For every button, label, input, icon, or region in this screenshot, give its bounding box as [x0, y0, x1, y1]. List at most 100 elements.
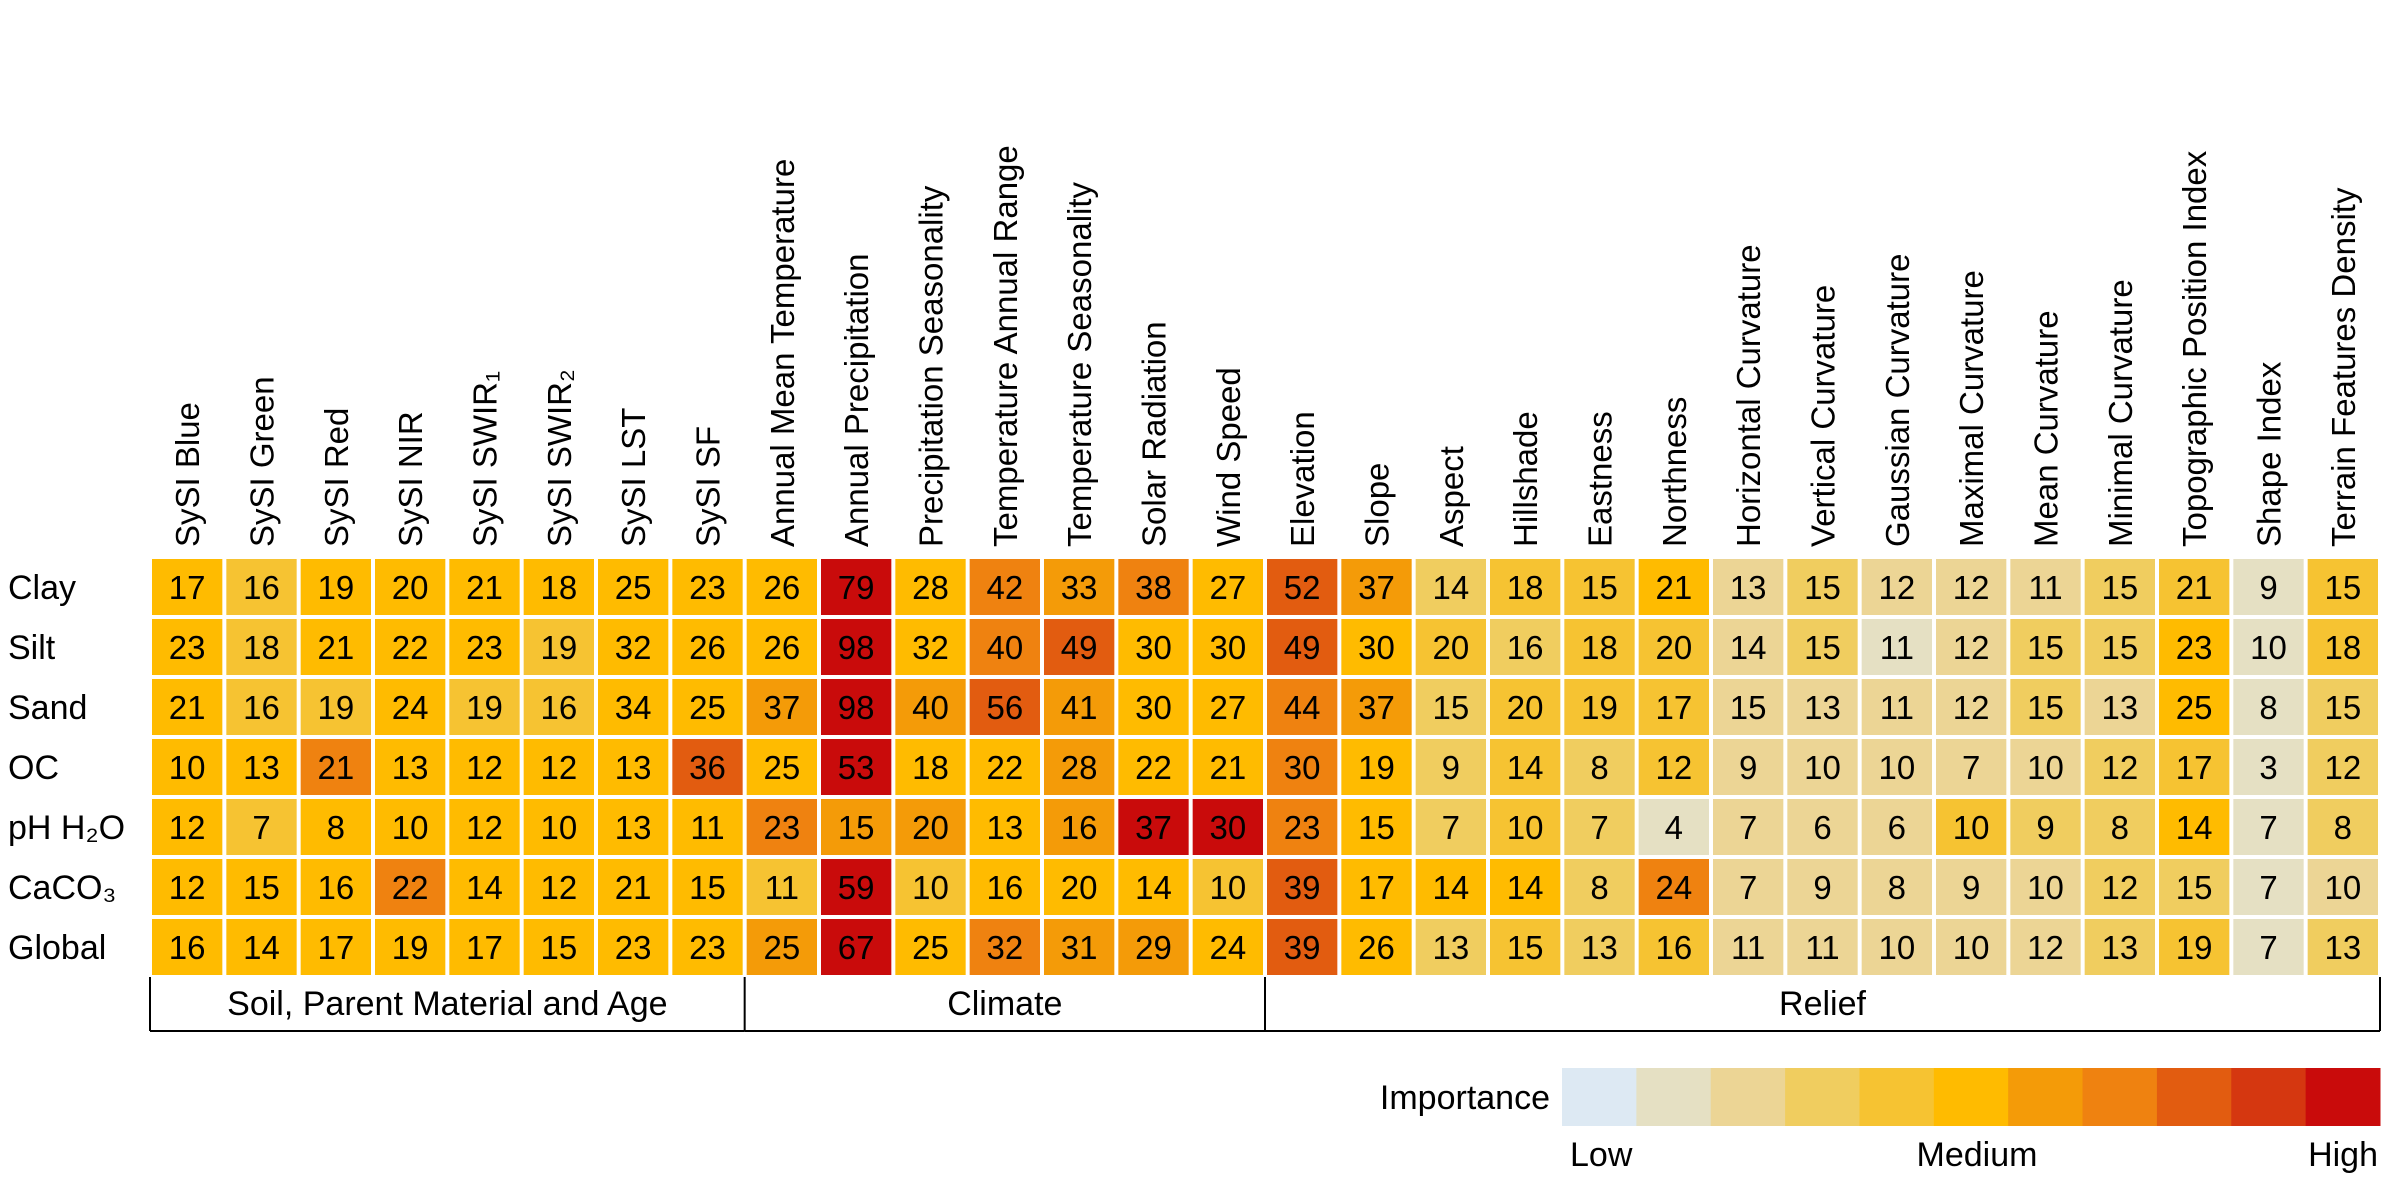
column-label-sysi-green: SySI Green [244, 376, 281, 547]
heatmap-cell [1713, 619, 1784, 675]
cell-value: 15 [1507, 929, 1544, 966]
cell-value: 8 [1590, 749, 1608, 786]
heatmap-cell [1118, 739, 1189, 795]
heatmap-cell [821, 559, 892, 615]
cell-value: 44 [1284, 689, 1321, 726]
cell-value: 32 [615, 629, 652, 666]
cell-value: 18 [540, 569, 577, 606]
heatmap-cell [821, 799, 892, 855]
legend-swatch [2082, 1068, 2158, 1126]
cell-value: 27 [1209, 569, 1246, 606]
heatmap-cell [300, 679, 371, 735]
column-label-sysi-nir: SySI NIR [392, 411, 429, 547]
cell-value: 12 [540, 869, 577, 906]
heatmap-cell [1787, 679, 1858, 735]
cell-value: 19 [540, 629, 577, 666]
cell-value: 9 [1813, 869, 1831, 906]
cell-value: 33 [1061, 569, 1098, 606]
column-label-solar-radiation: Solar Radiation [1136, 321, 1173, 547]
legend-swatch [1933, 1068, 2009, 1126]
row-label-clay: Clay [8, 569, 76, 607]
heatmap-cell [969, 739, 1040, 795]
cell-value: 23 [2176, 629, 2213, 666]
legend-swatch [1636, 1068, 1712, 1126]
heatmap-cell [1787, 859, 1858, 915]
legend-swatch [2156, 1068, 2232, 1126]
cell-value: 15 [2101, 569, 2138, 606]
cell-value: 11 [690, 809, 724, 846]
cell-value: 23 [466, 629, 503, 666]
heatmap-cell [969, 619, 1040, 675]
cell-value: 7 [1739, 869, 1757, 906]
heatmap-cell [226, 559, 297, 615]
cell-value: 13 [243, 749, 280, 786]
heatmap-cell [1787, 619, 1858, 675]
heatmap-cell [1490, 919, 1561, 975]
heatmap-cell [1564, 679, 1635, 735]
heatmap-cell [1267, 919, 1338, 975]
column-label-topographic-position-index: Topographic Position Index [2176, 150, 2213, 547]
cell-value: 49 [1284, 629, 1321, 666]
column-label-elevation: Elevation [1284, 411, 1321, 547]
cell-value: 15 [2176, 869, 2213, 906]
heatmap-cell [2307, 859, 2378, 915]
cell-value: 15 [243, 869, 280, 906]
heatmap-cell [1936, 919, 2007, 975]
heatmap-cell [1118, 619, 1189, 675]
heatmap-cell [1638, 739, 1709, 795]
cell-value: 8 [2259, 689, 2277, 726]
cell-value: 16 [1655, 929, 1692, 966]
heatmap-cell [2307, 739, 2378, 795]
heatmap-cell [1192, 559, 1263, 615]
cell-value: 11 [765, 869, 799, 906]
heatmap-cell [821, 679, 892, 735]
heatmap-cell [2307, 679, 2378, 735]
column-label-terrain-features-density: Terrain Features Density [2325, 187, 2362, 547]
legend-swatch [1859, 1068, 1935, 1126]
heatmap-cell [523, 919, 594, 975]
cell-value: 25 [615, 569, 652, 606]
heatmap-cell [1118, 799, 1189, 855]
heatmap-cell [449, 859, 520, 915]
heatmap-cell [2233, 679, 2304, 735]
heatmap-cell [449, 739, 520, 795]
heatmap-cell [1936, 679, 2007, 735]
heatmap-cell [895, 619, 966, 675]
cell-value: 25 [763, 749, 800, 786]
heatmap-cell [1490, 739, 1561, 795]
column-label-mean-curvature: Mean Curvature [2028, 310, 2065, 547]
cell-value: 13 [1432, 929, 1469, 966]
cell-value: 18 [2324, 629, 2361, 666]
cell-value: 14 [2176, 809, 2213, 846]
heatmap-cell [226, 619, 297, 675]
heatmap-cell [1044, 619, 1115, 675]
cell-value: 30 [1284, 749, 1321, 786]
heatmap-cell [672, 739, 743, 795]
cell-value: 19 [1358, 749, 1395, 786]
cell-value: 37 [763, 689, 800, 726]
legend-swatch [1710, 1068, 1786, 1126]
cell-value: 32 [912, 629, 949, 666]
heatmap-cell [1638, 559, 1709, 615]
heatmap-cell [300, 919, 371, 975]
cell-value: 7 [1590, 809, 1608, 846]
cell-value: 39 [1284, 929, 1321, 966]
cell-value: 12 [169, 809, 206, 846]
cell-value: 13 [1730, 569, 1767, 606]
cell-value: 31 [1061, 929, 1098, 966]
cell-value: 25 [2176, 689, 2213, 726]
cell-value: 10 [1953, 809, 1990, 846]
group-label-climate: Climate [947, 985, 1062, 1023]
column-label-hillshade: Hillshade [1507, 411, 1544, 547]
heatmap-cell [1267, 559, 1338, 615]
cell-value: 25 [689, 689, 726, 726]
cell-value: 30 [1209, 809, 1246, 846]
heatmap-cell [1341, 679, 1412, 735]
cell-value: 11 [1880, 629, 1914, 666]
heatmap-cell [672, 559, 743, 615]
cell-value: 8 [1888, 869, 1906, 906]
cell-value: 9 [2036, 809, 2054, 846]
column-label-sysi-swir1: SySI SWIR₁ [467, 371, 504, 547]
legend-title: Importance [1380, 1079, 1550, 1117]
heatmap-cells: 17 16 19 20 21 18 25 23 26 79 28 42 33 38 27 52 37 14 18 15… [152, 559, 2378, 975]
